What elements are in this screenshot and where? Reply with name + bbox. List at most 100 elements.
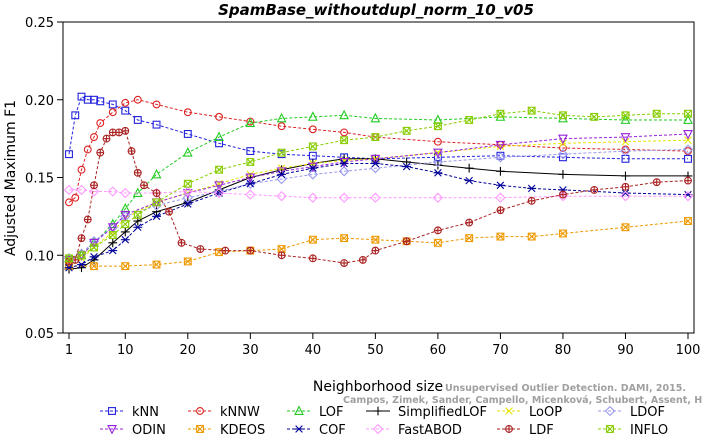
data-point-knnw xyxy=(133,95,142,104)
data-point-odin xyxy=(620,133,631,143)
data-point-knnw xyxy=(77,165,86,174)
y-axis-label: Adjusted Maximum F1 xyxy=(3,100,19,256)
data-point-inflo xyxy=(371,133,380,142)
data-point-fastabod xyxy=(213,187,225,199)
data-point-knnw xyxy=(83,145,92,154)
data-point-inflo xyxy=(133,210,142,219)
series-line-fastabod xyxy=(69,189,688,199)
data-point-cof xyxy=(339,159,349,168)
data-point-inflo xyxy=(433,122,442,131)
legend-item-odin: ODIN xyxy=(100,423,166,434)
data-point-inflo xyxy=(215,165,224,174)
data-point-cof xyxy=(621,189,630,197)
data-point-simplifiedlof xyxy=(108,238,118,248)
data-point-kdeos xyxy=(308,235,317,244)
legend-marker-kdeos xyxy=(196,425,204,433)
data-point-ldf xyxy=(371,246,380,255)
legend-label-knn: kNN xyxy=(132,405,159,420)
data-point-kdeos xyxy=(371,235,380,244)
data-point-fastabod xyxy=(276,190,287,202)
data-point-ldf xyxy=(140,181,148,190)
series-line-cof xyxy=(68,163,689,269)
data-point-ldof xyxy=(557,148,569,160)
x-tick-label: 20 xyxy=(180,343,197,358)
data-point-lof xyxy=(683,114,693,124)
data-point-kdeos xyxy=(340,234,349,243)
legend-label-odin: ODIN xyxy=(132,423,166,434)
series-inflo xyxy=(65,106,692,263)
data-point-knnw xyxy=(65,198,73,207)
data-point-ldf xyxy=(102,134,111,143)
legend-item-knn: kNN xyxy=(100,405,159,420)
data-point-inflo xyxy=(621,111,630,120)
data-point-knn xyxy=(246,147,255,156)
data-point-lof xyxy=(214,131,224,142)
legend-label-simplifiedlof: SimplifiedLOF xyxy=(398,405,487,420)
data-point-knn xyxy=(558,153,567,162)
data-point-cof xyxy=(402,162,412,171)
data-point-odin xyxy=(107,223,118,233)
data-point-inflo xyxy=(65,254,73,263)
data-point-kdeos xyxy=(183,257,192,266)
data-point-lof xyxy=(339,109,350,120)
data-point-ldf xyxy=(83,215,92,224)
data-point-ldof xyxy=(338,166,350,177)
data-point-knn xyxy=(183,130,192,138)
legend-marker-simplifiedlof xyxy=(373,406,383,416)
data-point-odin xyxy=(89,238,99,249)
data-point-simplifiedlof xyxy=(621,171,630,181)
data-point-ldf xyxy=(77,234,86,243)
data-point-ldf xyxy=(340,259,349,267)
x-tick-label: 10 xyxy=(117,343,134,358)
data-point-inflo xyxy=(684,109,692,118)
data-point-knn xyxy=(121,106,130,115)
data-point-inflo xyxy=(77,251,86,260)
data-point-kdeos xyxy=(465,234,474,243)
x-tick-label: 50 xyxy=(367,343,384,358)
data-point-knnw xyxy=(558,144,567,152)
data-point-simplifiedlof xyxy=(464,163,474,173)
series-line-knnw xyxy=(68,99,689,203)
x-tick-label: 90 xyxy=(617,343,634,358)
data-point-kdeos xyxy=(90,262,98,271)
data-point-lof xyxy=(182,147,193,157)
data-point-kdeos xyxy=(527,232,536,241)
data-point-ldof xyxy=(682,144,694,155)
data-point-cof xyxy=(120,235,130,244)
data-point-loop xyxy=(684,136,692,144)
data-point-odin xyxy=(370,154,381,165)
legend-marker-odin xyxy=(107,425,117,434)
legend-marker-cof xyxy=(294,425,304,433)
y-tick-label: 0.15 xyxy=(25,172,54,187)
data-point-ldof xyxy=(432,156,444,168)
data-point-knnw xyxy=(183,108,192,117)
data-point-odin xyxy=(558,134,568,145)
legend-marker-ldof xyxy=(604,405,616,417)
y-tick-label: 0.25 xyxy=(25,16,54,31)
data-point-lof xyxy=(151,168,162,179)
data-point-knnw xyxy=(121,98,130,107)
data-point-odin xyxy=(214,181,224,191)
data-point-cof xyxy=(108,246,118,255)
data-point-odin xyxy=(339,158,350,168)
data-point-simplifiedlof xyxy=(120,227,130,237)
data-point-knnw xyxy=(215,112,224,121)
data-point-inflo xyxy=(121,220,130,229)
legend-label-loop: LoOP xyxy=(529,405,562,420)
data-point-kdeos xyxy=(684,217,692,225)
data-point-knnw xyxy=(277,122,286,131)
data-point-ldf xyxy=(527,196,536,205)
data-point-cof xyxy=(370,159,380,168)
legend-item-fastabod: FastABOD xyxy=(366,423,462,434)
data-point-fastabod xyxy=(63,184,75,196)
data-point-inflo xyxy=(108,231,117,239)
data-point-inflo xyxy=(527,106,536,115)
x-tick-label: 1 xyxy=(65,343,73,358)
legend-item-kdeos: KDEOS xyxy=(188,423,265,434)
series-line-loop xyxy=(68,139,689,262)
data-point-cof xyxy=(64,263,74,272)
watermark-line-2: Unsupervised Outlier Detection. DAMI, 20… xyxy=(445,383,686,394)
data-point-lof xyxy=(307,111,318,121)
x-axis-label: Neighborhood size xyxy=(313,379,443,395)
data-point-cof xyxy=(245,179,255,188)
